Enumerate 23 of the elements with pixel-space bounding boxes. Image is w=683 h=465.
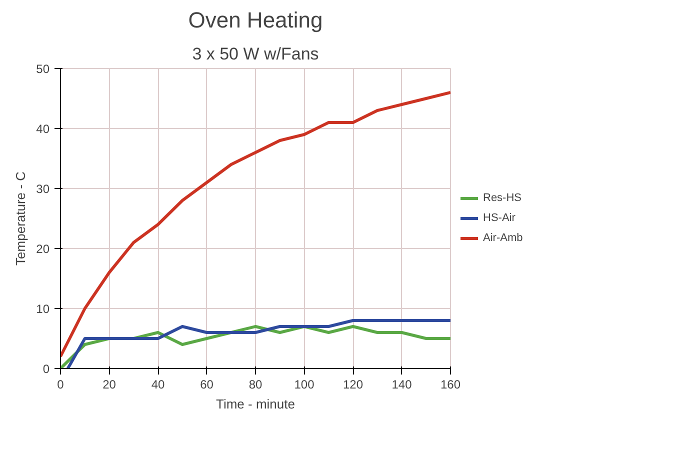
x-tick-label: 120 [342,378,364,392]
legend-label: Res-HS [483,192,522,204]
legend-label: Air-Amb [483,232,523,244]
y-tick-label: 0 [42,362,50,376]
x-tick-label: 40 [151,378,165,392]
line-series [60,91,450,358]
x-tick-label: 160 [440,378,461,392]
legend-label: HS-Air [483,212,516,224]
x-tick-label: 0 [57,378,64,392]
y-axis-title: Temperature - C [13,172,28,266]
x-tick-label: 60 [200,378,214,392]
y-tick-label: 10 [36,302,50,316]
x-tick-label: 140 [392,378,412,392]
chart-title: Oven Heating [188,8,323,32]
x-tick-label: 20 [102,378,116,392]
y-tick-label: 30 [36,182,50,196]
chart-subtitle: 3 x 50 W w/Fans [192,44,319,64]
x-axis-title: Time - minute [216,396,295,412]
y-tick-label: 50 [36,62,50,76]
y-tick-label: 20 [36,242,50,256]
x-tick-label: 100 [294,378,315,392]
x-tick-label: 80 [248,378,262,392]
y-tick-label: 40 [36,122,50,136]
